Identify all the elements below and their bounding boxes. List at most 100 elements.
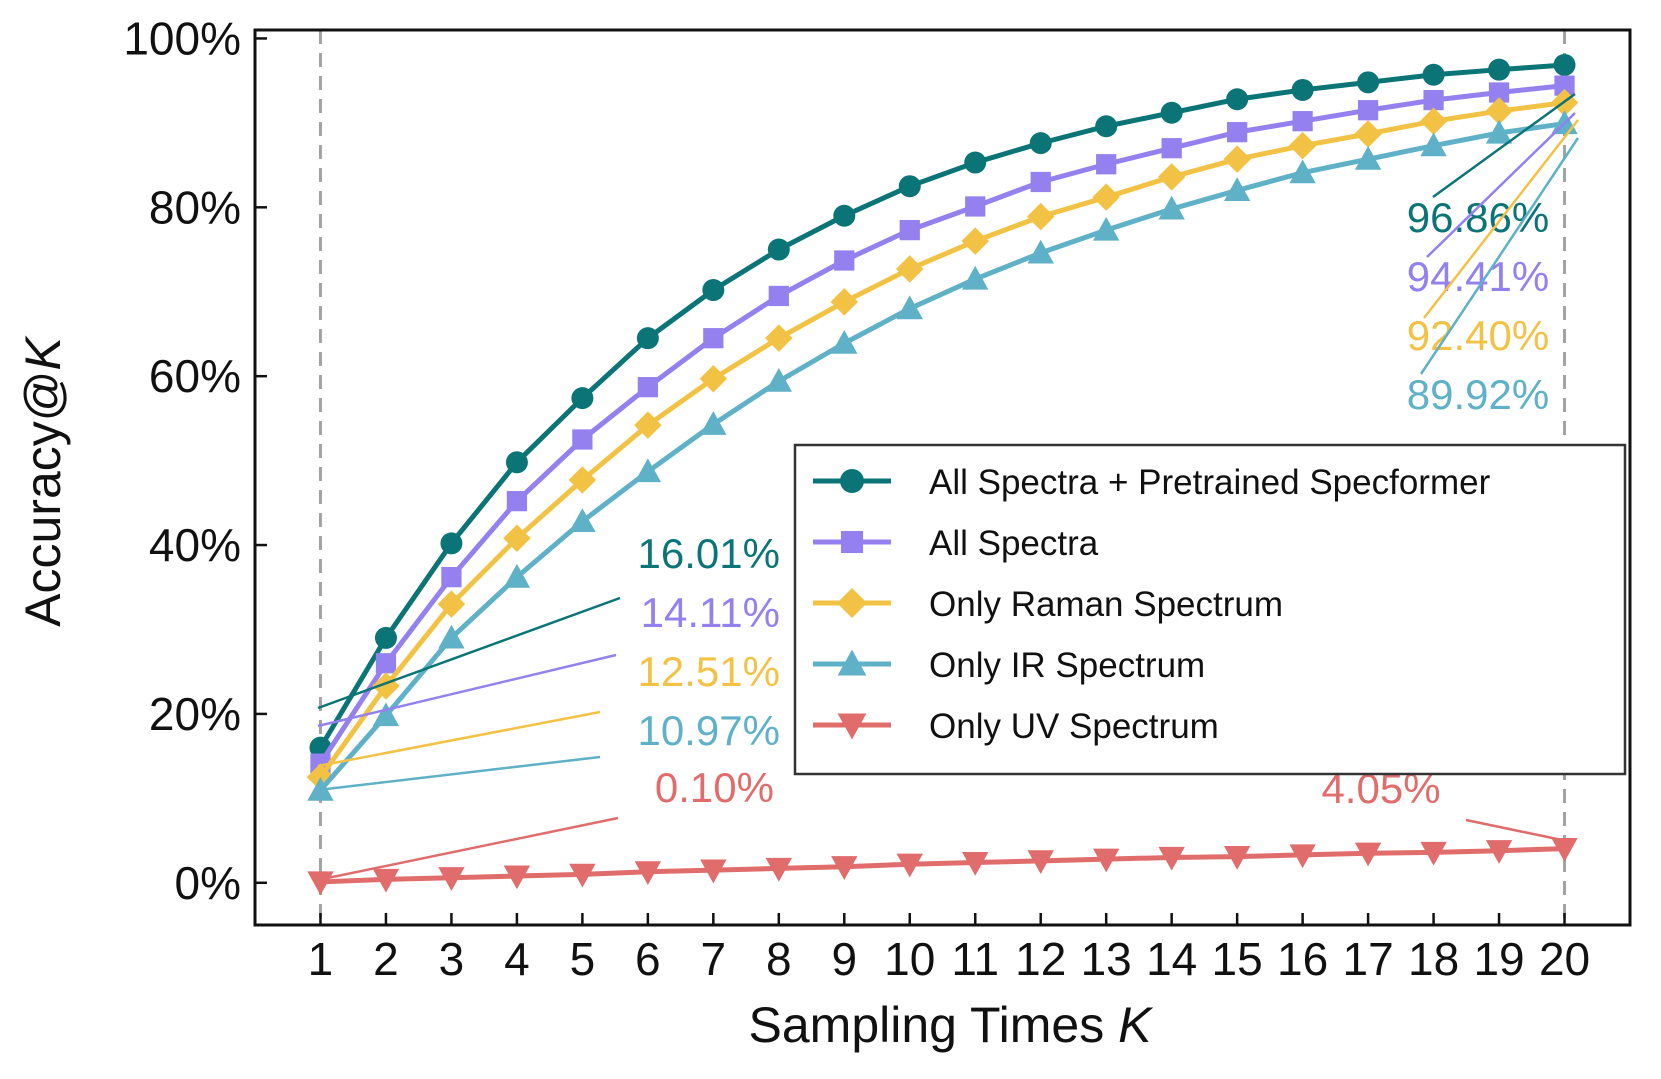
data-point: [833, 204, 856, 227]
data-point: [962, 265, 989, 290]
annotation-leader: [1465, 818, 1563, 842]
data-point: [830, 288, 859, 316]
data-point: [372, 702, 400, 727]
annotation-leader: [1419, 137, 1580, 375]
data-point: [438, 624, 465, 649]
annotation-leader: [317, 755, 601, 792]
series-3: [307, 110, 1578, 801]
x-tick-label: 1: [308, 933, 334, 985]
data-point: [896, 255, 924, 283]
data-point: [503, 524, 531, 553]
x-tick-label: 8: [766, 933, 792, 985]
annotation-label: 10.97%: [638, 707, 780, 754]
data-point: [1223, 846, 1251, 870]
annotation-label: 94.41%: [1407, 253, 1549, 300]
axes: 0%20%40%60%80%100%1 2 3 4 5 6 7 8 9 10 11 12 13 14 15 1…: [123, 12, 1632, 985]
data-point: [964, 151, 987, 174]
annotation-label: 14.11%: [641, 589, 780, 636]
data-point: [1161, 138, 1182, 159]
legend-item: Only IR Spectrum: [813, 646, 1205, 685]
data-point: [1357, 71, 1380, 94]
data-point: [1223, 145, 1251, 173]
legend-item: All Spectra: [813, 524, 1099, 563]
legend-label: All Spectra: [929, 524, 1099, 563]
data-point: [699, 364, 728, 393]
data-point: [898, 175, 921, 198]
data-point: [372, 868, 400, 893]
data-point: [700, 859, 727, 884]
annotation-leader: [1426, 112, 1576, 258]
series-line: [318, 121, 1565, 792]
x-tick-label: 2: [373, 933, 399, 985]
legend-swatch-marker: [837, 713, 867, 740]
data-point: [1288, 131, 1317, 160]
data-point: [1420, 841, 1447, 866]
series-0: [309, 53, 1576, 759]
y-tick-label: 80%: [149, 181, 241, 233]
series-2: [306, 88, 1579, 791]
y-tick-label: 0%: [175, 857, 241, 909]
data-point: [571, 387, 594, 410]
data-point: [637, 377, 658, 398]
legend: All Spectra + Pretrained Specformer All S…: [793, 443, 1627, 776]
x-tick-label: 9: [831, 933, 857, 985]
y-tick-label: 40%: [149, 519, 241, 571]
x-tick-label: 5: [570, 933, 596, 985]
data-point: [965, 196, 986, 217]
data-point: [765, 368, 793, 392]
x-tick-label: 11: [951, 933, 999, 985]
data-point: [1158, 846, 1185, 871]
y-tick-label: 100%: [123, 12, 241, 64]
data-point: [374, 626, 397, 649]
data-point: [569, 508, 596, 532]
series-line: [318, 83, 1565, 766]
data-point: [440, 532, 463, 555]
x-tick-label: 20: [1539, 933, 1590, 985]
plot-area: 16.01% 14.11% 12.51% 10.97% 0.10% 96.86% 94.41…: [306, 30, 1580, 925]
y-axis-label: Accuracy@K: [15, 334, 71, 626]
data-point: [831, 856, 858, 880]
data-point: [1553, 53, 1576, 76]
data-point: [569, 863, 596, 888]
annotation-leader: [317, 816, 619, 882]
legend-swatch-marker: [840, 469, 864, 493]
data-point: [634, 861, 662, 886]
legend-box: [793, 443, 1627, 776]
data-point: [1223, 177, 1251, 201]
annotation-label: 16.01%: [638, 530, 780, 577]
data-point: [703, 328, 724, 349]
data-point: [700, 411, 727, 435]
data-point: [372, 672, 400, 700]
legend-swatch-marker: [837, 588, 867, 618]
legend-item: Only UV Spectrum: [813, 707, 1219, 746]
data-point: [1485, 119, 1513, 144]
data-point: [1354, 120, 1382, 148]
data-point: [634, 411, 662, 439]
data-point: [1030, 171, 1051, 193]
annotation-leader: [317, 653, 617, 728]
data-point: [437, 590, 466, 618]
x-tick-label: 7: [701, 933, 727, 985]
x-tick-label: 6: [635, 933, 661, 985]
data-point: [765, 857, 793, 882]
x-tick-label: 19: [1473, 933, 1524, 985]
data-point: [1226, 88, 1249, 111]
x-tick-label: 14: [1146, 933, 1197, 985]
annotation-label: 0.10%: [655, 764, 774, 811]
annotation-leader: [1423, 119, 1579, 319]
data-point: [702, 279, 725, 302]
data-point: [961, 227, 989, 255]
y-tick-label: 60%: [149, 350, 241, 402]
data-point: [1092, 183, 1120, 211]
data-point: [438, 867, 465, 891]
data-point: [831, 330, 858, 354]
y-tick-label: 20%: [149, 688, 241, 740]
data-point: [1158, 195, 1185, 220]
data-point: [1096, 154, 1117, 175]
data-point: [1354, 842, 1382, 867]
series-4: [307, 838, 1578, 896]
data-point: [503, 865, 531, 890]
data-point: [1423, 89, 1444, 111]
data-point: [1488, 58, 1511, 81]
data-point: [896, 295, 923, 320]
